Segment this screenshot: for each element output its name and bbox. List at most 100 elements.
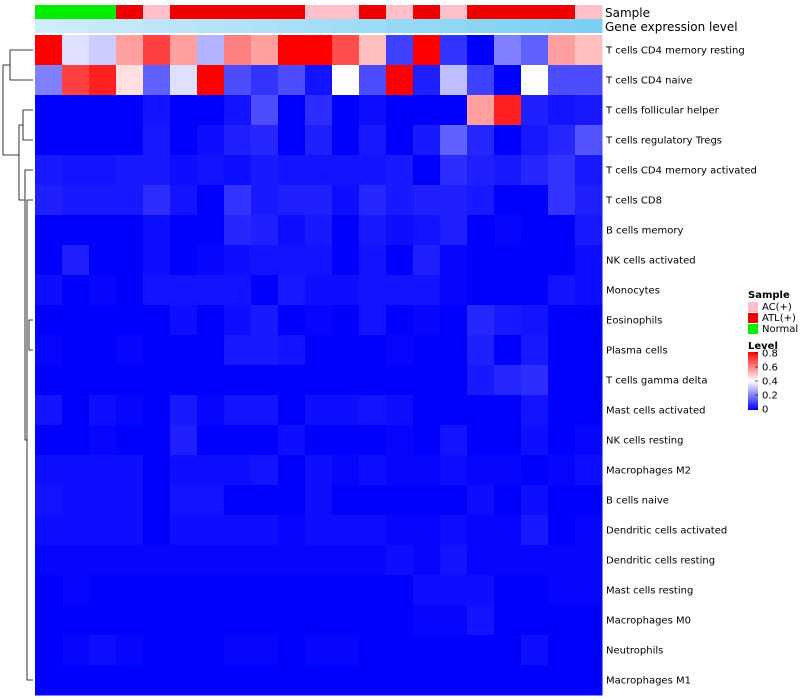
heatmap-cell xyxy=(521,275,549,306)
heatmap-cell xyxy=(251,215,279,246)
heatmap-cell xyxy=(143,605,171,636)
heatmap-cell xyxy=(467,665,495,696)
heatmap-cell xyxy=(548,275,576,306)
row-label: NK cells resting xyxy=(606,436,683,447)
row-label: Macrophages M1 xyxy=(606,676,691,687)
heatmap-cell xyxy=(494,65,522,96)
heatmap-cell xyxy=(35,575,63,606)
heatmap-cell xyxy=(62,185,90,216)
heatmap-cell xyxy=(548,365,576,396)
heatmap-cell xyxy=(62,335,90,366)
sample-annotation-cell xyxy=(224,5,252,19)
heatmap-cell xyxy=(116,635,144,666)
heatmap-cell xyxy=(305,245,333,276)
heatmap-cell xyxy=(359,515,387,546)
heatmap-cell xyxy=(89,605,117,636)
heatmap-cell xyxy=(251,335,279,366)
heatmap-cell xyxy=(494,95,522,126)
heatmap-cell xyxy=(224,35,252,66)
heatmap-cell xyxy=(143,455,171,486)
heatmap-cell xyxy=(413,215,441,246)
expression-annotation-cell xyxy=(467,19,495,33)
heatmap-cell xyxy=(305,425,333,456)
heatmap-cell xyxy=(35,275,63,306)
heatmap-cell xyxy=(386,245,414,276)
heatmap-cell xyxy=(251,485,279,516)
expression-annotation-cell xyxy=(575,19,603,33)
expression-annotation-cell xyxy=(548,19,576,33)
heatmap-cell xyxy=(170,635,198,666)
heatmap-cell xyxy=(170,335,198,366)
heatmap-cell xyxy=(224,95,252,126)
heatmap-cell xyxy=(224,335,252,366)
heatmap-cell xyxy=(521,125,549,156)
heatmap-cell xyxy=(278,515,306,546)
heatmap-cell xyxy=(278,335,306,366)
heatmap-cell xyxy=(575,485,603,516)
heatmap-cell xyxy=(332,275,360,306)
level-tick-label: 0.6 xyxy=(762,363,778,374)
sample-annotation-cell xyxy=(143,5,171,19)
heatmap-cell xyxy=(170,605,198,636)
heatmap-cell xyxy=(548,65,576,96)
heatmap-cell xyxy=(89,455,117,486)
heatmap-cell xyxy=(413,575,441,606)
dendrogram-branch xyxy=(28,319,33,351)
heatmap-cell xyxy=(116,35,144,66)
heatmap-cell xyxy=(251,35,279,66)
sample-legend-title: Sample xyxy=(748,290,790,301)
heatmap-cell xyxy=(278,65,306,96)
heatmap-cell xyxy=(116,455,144,486)
heatmap-cell xyxy=(413,125,441,156)
sample-annotation-cell xyxy=(89,5,117,19)
heatmap-cell xyxy=(143,185,171,216)
heatmap-cell xyxy=(413,515,441,546)
heatmap-cell xyxy=(89,665,117,696)
heatmap-cell xyxy=(494,335,522,366)
heatmap-cell xyxy=(332,245,360,276)
heatmap-cell xyxy=(467,305,495,336)
heatmap-cell xyxy=(440,485,468,516)
heatmap-cell xyxy=(494,425,522,456)
heatmap-cell xyxy=(143,305,171,336)
heatmap-cell xyxy=(89,335,117,366)
heatmap-cell xyxy=(548,335,576,366)
heatmap-cell xyxy=(305,455,333,486)
heatmap-cell xyxy=(278,455,306,486)
heatmap-cell xyxy=(89,65,117,96)
heatmap-cell xyxy=(116,395,144,426)
heatmap-cell xyxy=(143,65,171,96)
heatmap-cell xyxy=(35,425,63,456)
heatmap-cell xyxy=(170,545,198,576)
dendrogram-branch xyxy=(22,109,33,141)
heatmap-cell xyxy=(440,575,468,606)
heatmap-cell xyxy=(575,575,603,606)
heatmap-cell xyxy=(521,335,549,366)
heatmap-cell xyxy=(413,335,441,366)
heatmap-cell xyxy=(521,635,549,666)
heatmap-cell xyxy=(494,215,522,246)
heatmap-cell xyxy=(305,215,333,246)
heatmap-cell xyxy=(251,95,279,126)
sample-annotation-cell xyxy=(575,5,603,19)
heatmap-cell xyxy=(143,365,171,396)
heatmap-cell xyxy=(386,455,414,486)
heatmap-cell xyxy=(143,95,171,126)
heatmap-cell xyxy=(278,395,306,426)
heatmap-cell xyxy=(467,515,495,546)
heatmap-cell xyxy=(197,545,225,576)
heatmap-cell xyxy=(386,515,414,546)
heatmap-cell xyxy=(386,665,414,696)
heatmap-cell xyxy=(548,155,576,186)
heatmap-cell xyxy=(224,305,252,336)
dendrogram-branch xyxy=(24,169,33,441)
heatmap-cell xyxy=(89,515,117,546)
heatmap-cell xyxy=(359,185,387,216)
heatmap-cell xyxy=(413,65,441,96)
heatmap-cell xyxy=(521,305,549,336)
heatmap-cell xyxy=(143,215,171,246)
heatmap-cell xyxy=(548,455,576,486)
heatmap-cell xyxy=(197,335,225,366)
heatmap-cell xyxy=(251,185,279,216)
